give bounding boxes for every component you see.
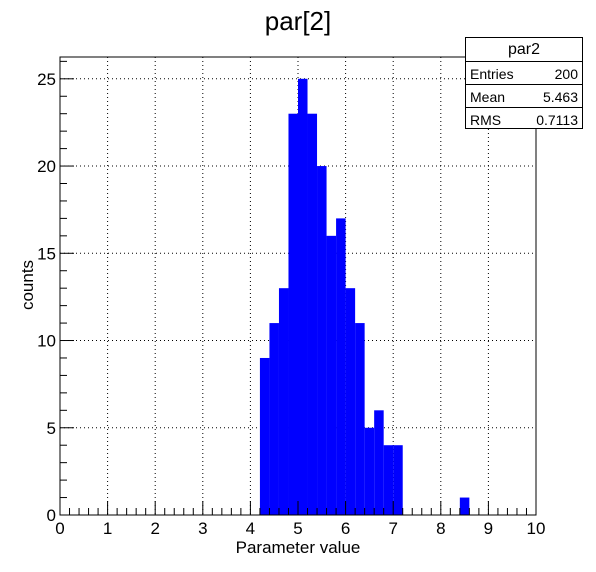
y-tick-label: 10 bbox=[37, 332, 56, 351]
histogram-bar bbox=[374, 410, 384, 515]
histogram-bar bbox=[364, 427, 375, 515]
y-tick-label: 5 bbox=[47, 419, 56, 438]
histogram-bar bbox=[336, 218, 346, 515]
x-tick-label: 9 bbox=[484, 519, 493, 538]
x-tick-label: 7 bbox=[388, 519, 397, 538]
histogram-bar bbox=[278, 288, 289, 515]
x-tick-label: 6 bbox=[341, 519, 350, 538]
histogram-bar bbox=[288, 113, 298, 515]
y-axis-label: counts bbox=[18, 259, 37, 311]
histogram-bar bbox=[298, 78, 308, 516]
y-tick-label: 15 bbox=[37, 244, 56, 263]
histogram-bar bbox=[259, 357, 270, 515]
histogram-bar bbox=[307, 113, 318, 515]
stats-entries-value: 200 bbox=[554, 66, 578, 82]
histogram-bar bbox=[269, 323, 279, 515]
stats-box-title: par2 bbox=[466, 38, 582, 62]
x-tick-label: 10 bbox=[527, 519, 546, 538]
x-axis-ticks: 0 1 2 3 4 5 6 7 8 9 10 bbox=[55, 501, 545, 538]
histogram-bar bbox=[317, 166, 327, 516]
stats-row-mean: Mean 5.463 bbox=[466, 84, 582, 107]
stats-box: par2 Entries 200 Mean 5.463 RMS 0.7113 bbox=[465, 37, 583, 129]
x-axis-label: Parameter value bbox=[235, 538, 361, 557]
x-tick-label: 3 bbox=[198, 519, 207, 538]
histogram-bar bbox=[355, 323, 365, 515]
x-tick-label: 2 bbox=[150, 519, 159, 538]
stats-entries-label: Entries bbox=[470, 66, 514, 82]
y-tick-label: 25 bbox=[37, 70, 56, 89]
chart-title: par[2] bbox=[264, 6, 332, 36]
stats-mean-value: 5.463 bbox=[542, 89, 578, 105]
stats-row-rms: RMS 0.7113 bbox=[466, 107, 582, 130]
x-tick-label: 5 bbox=[293, 519, 302, 538]
x-tick-label: 8 bbox=[436, 519, 445, 538]
y-tick-label: 20 bbox=[37, 157, 56, 176]
histogram-bar bbox=[393, 445, 403, 515]
histogram-bar bbox=[326, 235, 337, 516]
y-axis-ticks: 0 5 10 15 20 25 bbox=[37, 60, 74, 525]
histogram-bar bbox=[459, 497, 470, 515]
stats-mean-label: Mean bbox=[470, 89, 506, 105]
x-tick-label: 4 bbox=[246, 519, 255, 538]
histogram-bar bbox=[345, 288, 356, 515]
y-tick-label: 0 bbox=[47, 506, 56, 525]
x-tick-label: 1 bbox=[103, 519, 112, 538]
histogram-bar bbox=[383, 445, 394, 515]
x-tick-label: 0 bbox=[55, 519, 64, 538]
stats-rms-value: 0.7113 bbox=[536, 112, 578, 128]
stats-rms-label: RMS bbox=[470, 112, 502, 128]
histogram-bars bbox=[259, 78, 470, 516]
stats-row-entries: Entries 200 bbox=[466, 62, 582, 84]
